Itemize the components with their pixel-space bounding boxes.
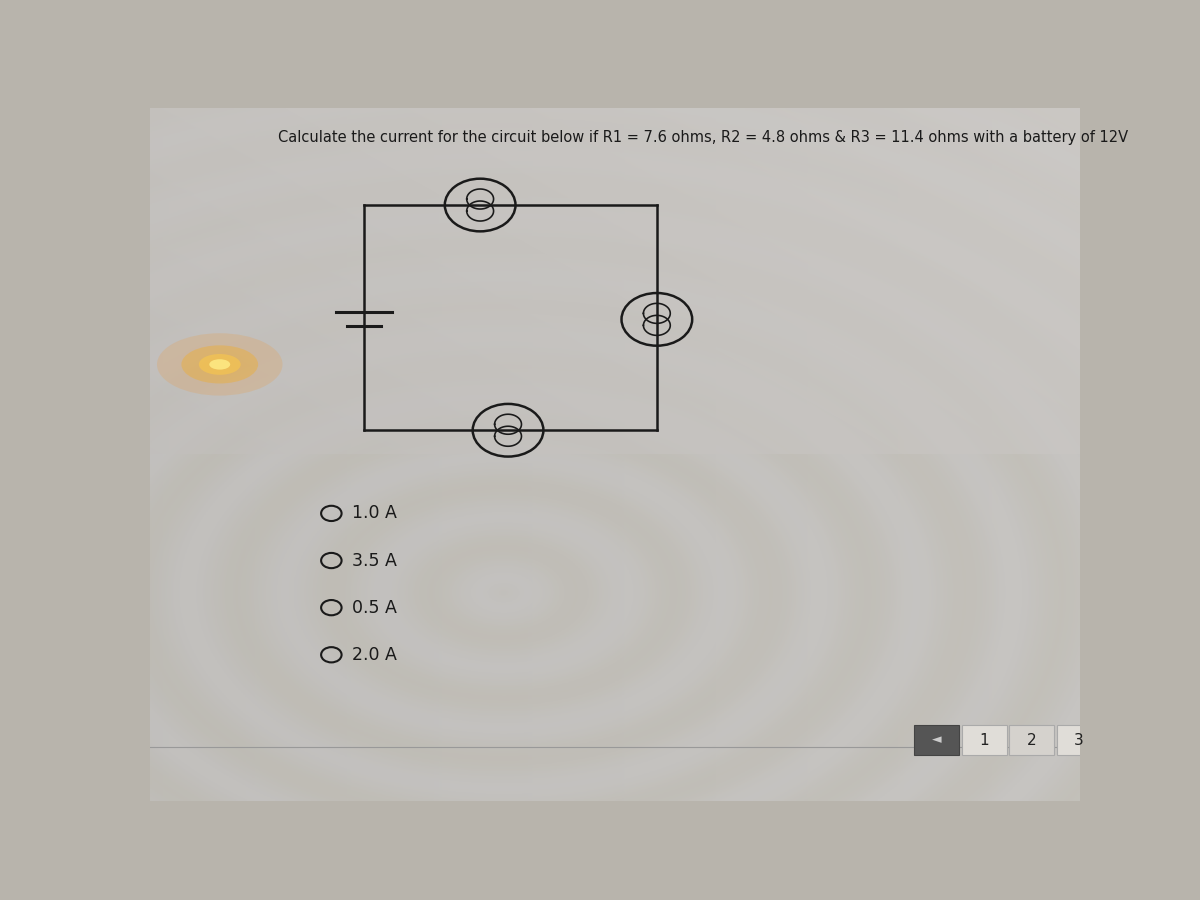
Bar <box>962 725 1007 754</box>
Text: 1.0 A: 1.0 A <box>352 504 397 522</box>
Ellipse shape <box>209 359 230 370</box>
Ellipse shape <box>157 333 282 396</box>
Text: 2.0 A: 2.0 A <box>352 646 397 664</box>
Text: 0.5 A: 0.5 A <box>352 598 397 616</box>
Bar <box>1057 725 1102 754</box>
Text: 2: 2 <box>1027 733 1037 748</box>
Text: 1: 1 <box>979 733 989 748</box>
Ellipse shape <box>199 354 241 374</box>
Text: Calculate the current for the circuit below if R1 = 7.6 ohms, R2 = 4.8 ohms & R3: Calculate the current for the circuit be… <box>278 130 1128 145</box>
Ellipse shape <box>181 346 258 383</box>
Bar <box>1009 725 1054 754</box>
Text: 3: 3 <box>1074 733 1084 748</box>
Bar <box>914 725 959 754</box>
Text: ◄: ◄ <box>932 734 942 746</box>
Text: 3.5 A: 3.5 A <box>352 552 397 570</box>
